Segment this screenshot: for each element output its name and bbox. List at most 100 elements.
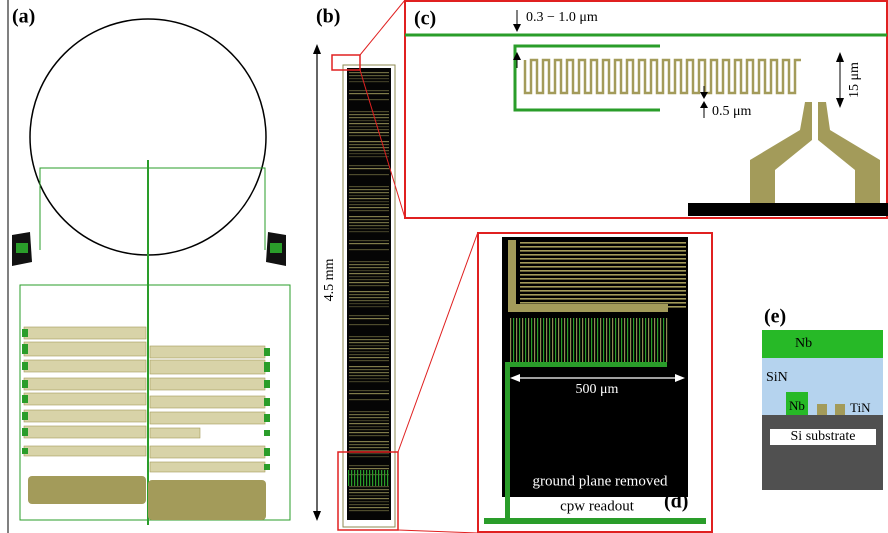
layout-shape — [349, 231, 389, 233]
layout-shape — [264, 464, 270, 470]
layout-shape — [570, 318, 572, 362]
layout-shape — [349, 228, 389, 230]
width-label: 0.5 μm — [712, 104, 752, 119]
layout-shape — [349, 129, 389, 131]
layout-shape — [349, 318, 389, 320]
layout-shape — [582, 318, 584, 362]
layout-shape — [23, 445, 147, 457]
layout-shape — [149, 461, 266, 473]
layout-shape — [349, 222, 389, 224]
layout-shape — [520, 282, 686, 284]
layout-shape — [508, 304, 668, 312]
layout-shape — [516, 318, 518, 362]
layout-shape — [520, 294, 686, 296]
layout-shape — [264, 448, 270, 456]
layout-shape — [349, 204, 389, 206]
layout-shape — [349, 360, 389, 362]
layout-shape — [561, 318, 563, 362]
layout-shape — [349, 111, 389, 113]
layout-shape — [639, 318, 641, 362]
layer-label: Nb — [795, 336, 812, 351]
layout-shape — [349, 186, 389, 188]
layout-shape — [349, 348, 389, 350]
layout-shape — [23, 409, 147, 423]
layout-shape — [630, 318, 632, 362]
layout-shape — [349, 399, 389, 401]
layout-shape — [510, 318, 512, 362]
layout-shape — [349, 72, 389, 74]
layout-shape — [636, 318, 638, 362]
layout-shape — [349, 489, 389, 491]
layout-shape — [349, 444, 389, 446]
note-label: ground plane removed — [533, 473, 668, 489]
layout-shape — [349, 324, 389, 326]
layout-shape — [537, 318, 539, 362]
layout-shape — [23, 326, 147, 340]
layout-shape — [520, 302, 686, 304]
layout-shape — [349, 342, 389, 344]
layout-shape — [349, 504, 389, 506]
layout-shape — [349, 294, 389, 296]
layout-shape — [349, 456, 389, 458]
layout-shape — [349, 117, 389, 119]
layout-shape — [349, 285, 389, 287]
layout-shape — [546, 318, 548, 362]
layout-shape — [666, 318, 668, 362]
layout-shape — [349, 147, 389, 149]
panel-e: Nb SiN Nb TiN Si substrate (e) — [762, 306, 883, 490]
layout-shape — [349, 168, 389, 170]
layout-shape — [349, 132, 389, 134]
layout-shape — [349, 201, 389, 203]
layer-label: TiN — [850, 400, 871, 415]
layout-shape — [384, 470, 386, 486]
layout-shape — [349, 282, 389, 284]
layout-shape — [149, 377, 266, 391]
layout-shape — [349, 414, 389, 416]
layout-shape — [357, 470, 359, 486]
layout-shape — [349, 249, 389, 251]
layout-shape — [349, 501, 389, 503]
layout-shape — [349, 339, 389, 341]
layout-shape — [349, 144, 389, 146]
layout-shape — [22, 448, 28, 454]
layout-shape — [349, 495, 389, 497]
layout-shape — [349, 153, 389, 155]
layout-shape — [648, 318, 650, 362]
panel-c: 0.3 − 1.0 μm 15 μm 0.5 μm (c) — [404, 0, 888, 219]
layout-shape — [645, 318, 647, 362]
layout-shape — [349, 75, 389, 77]
layout-shape — [349, 123, 389, 125]
layout-shape — [349, 78, 389, 80]
layout-shape — [349, 378, 389, 380]
layout-shape — [22, 412, 28, 420]
layout-shape — [349, 300, 389, 302]
layout-shape — [585, 318, 587, 362]
layer-label: Si substrate — [791, 429, 856, 444]
layout-shape — [349, 93, 389, 95]
layout-shape — [349, 165, 389, 167]
layout-shape — [549, 318, 551, 362]
layout-shape — [349, 135, 389, 137]
layout-shape — [618, 318, 620, 362]
layout-shape — [349, 303, 389, 305]
gap-label: 0.3 − 1.0 μm — [526, 10, 598, 25]
layout-shape — [349, 150, 389, 152]
layout-shape — [22, 395, 28, 403]
layout-shape — [349, 393, 389, 395]
layout-shape — [349, 195, 389, 197]
layout-shape — [627, 318, 629, 362]
layout-shape — [615, 318, 617, 362]
layout-shape — [349, 507, 389, 509]
panel-a: (a) — [7, 0, 291, 533]
layout-shape — [567, 318, 569, 362]
layout-shape — [349, 291, 389, 293]
panel-label: (d) — [664, 491, 688, 513]
layout-shape — [349, 216, 389, 218]
layout-shape — [594, 318, 596, 362]
layout-shape — [349, 219, 389, 221]
layout-shape — [657, 318, 659, 362]
layout-shape — [23, 392, 147, 406]
height-label: 15 μm — [847, 62, 862, 98]
layout-shape — [520, 274, 686, 276]
layout-shape — [520, 246, 686, 248]
